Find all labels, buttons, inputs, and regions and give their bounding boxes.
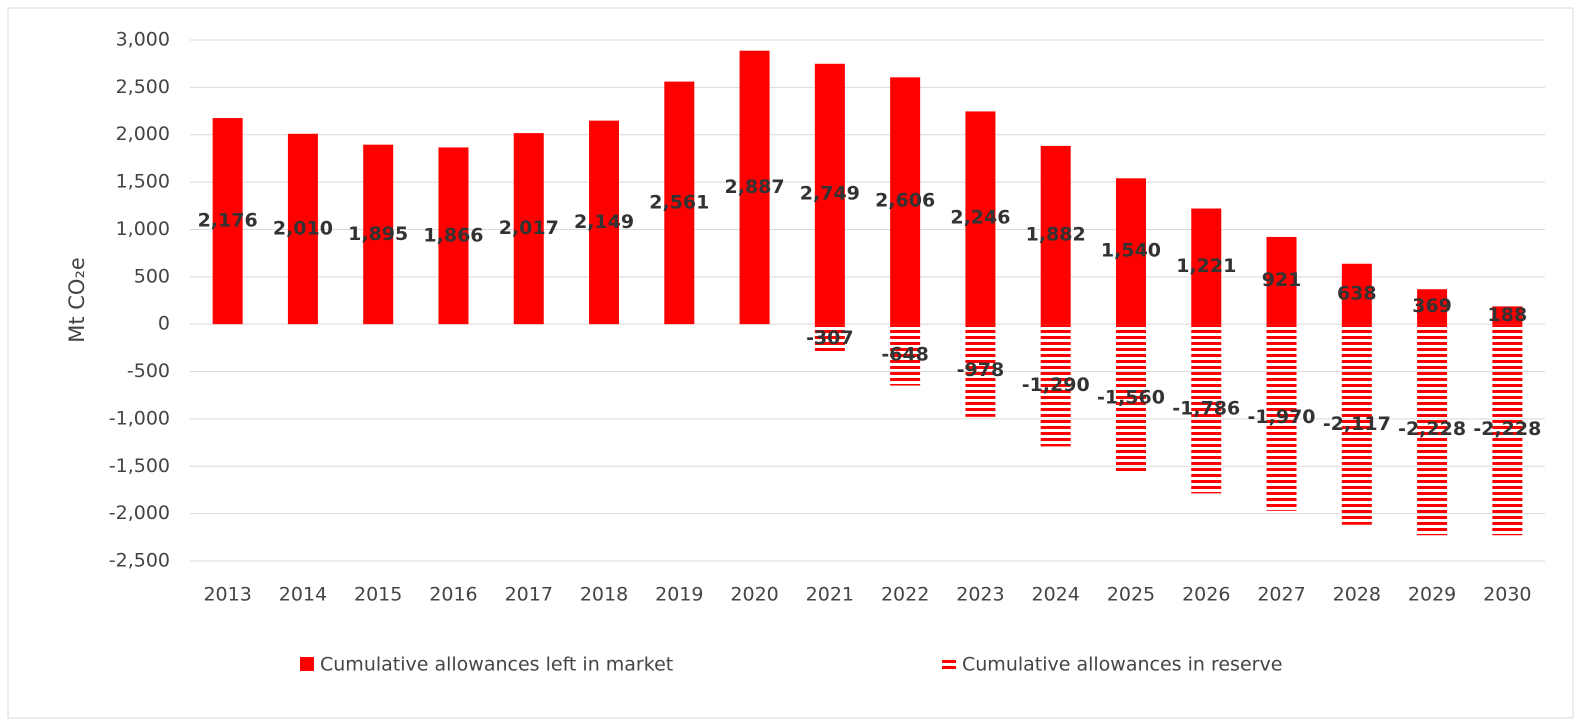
data-label: -2,117 bbox=[1323, 413, 1391, 435]
data-label: 1,882 bbox=[1026, 224, 1086, 246]
x-tick-label: 2029 bbox=[1408, 584, 1456, 606]
bar bbox=[890, 324, 921, 386]
legend-swatch bbox=[942, 657, 956, 671]
y-tick-label: 500 bbox=[134, 265, 170, 287]
bar bbox=[1266, 324, 1297, 511]
bar bbox=[965, 111, 996, 325]
bar bbox=[890, 77, 921, 325]
legend-label: Cumulative allowances in reserve bbox=[962, 654, 1282, 676]
bar bbox=[1492, 306, 1523, 325]
data-label: -1,970 bbox=[1248, 406, 1316, 428]
data-label: 1,895 bbox=[348, 223, 408, 245]
y-tick-label: 1,500 bbox=[116, 171, 170, 193]
data-label: 2,176 bbox=[198, 210, 258, 232]
bar bbox=[1266, 236, 1297, 325]
y-tick-label: -500 bbox=[127, 360, 170, 382]
data-label: -1,290 bbox=[1022, 374, 1090, 396]
y-tick-label: 3,000 bbox=[116, 29, 170, 51]
bar bbox=[438, 147, 469, 325]
bar bbox=[287, 133, 318, 325]
data-label: 369 bbox=[1412, 295, 1452, 317]
x-tick-label: 2014 bbox=[279, 584, 327, 606]
x-tick-label: 2024 bbox=[1032, 584, 1080, 606]
bar bbox=[1492, 324, 1523, 536]
data-label: 1,540 bbox=[1101, 240, 1161, 262]
bar bbox=[212, 118, 243, 325]
bar bbox=[513, 133, 544, 325]
data-label: 2,561 bbox=[649, 191, 709, 213]
y-tick-label: 0 bbox=[158, 313, 170, 335]
bar bbox=[1191, 324, 1222, 494]
data-label: -978 bbox=[957, 359, 1005, 381]
bar bbox=[1191, 208, 1222, 325]
y-tick-label: -1,000 bbox=[109, 407, 170, 429]
data-label: 2,749 bbox=[800, 182, 860, 204]
x-tick-label: 2016 bbox=[429, 584, 477, 606]
x-tick-label: 2019 bbox=[655, 584, 703, 606]
bar bbox=[1115, 324, 1146, 472]
x-tick-label: 2028 bbox=[1333, 584, 1381, 606]
y-axis-label: Mt CO₂e bbox=[65, 257, 89, 343]
x-tick-label: 2022 bbox=[881, 584, 929, 606]
bar bbox=[363, 144, 394, 325]
data-label: 2,246 bbox=[950, 206, 1010, 228]
y-tick-label: -2,500 bbox=[109, 550, 170, 572]
x-tick-label: 2015 bbox=[354, 584, 402, 606]
legend-label: Cumulative allowances left in market bbox=[320, 654, 673, 676]
bar bbox=[589, 120, 620, 325]
data-label: -2,228 bbox=[1473, 418, 1541, 440]
data-label: -1,560 bbox=[1097, 387, 1165, 409]
x-tick-label: 2023 bbox=[956, 584, 1004, 606]
data-label: 1,866 bbox=[423, 224, 483, 246]
data-label: 638 bbox=[1337, 282, 1377, 304]
y-tick-label: 2,000 bbox=[116, 123, 170, 145]
data-label: 188 bbox=[1488, 304, 1528, 326]
y-tick-label: -1,500 bbox=[109, 455, 170, 477]
legend-swatch bbox=[300, 657, 314, 671]
x-tick-label: 2026 bbox=[1182, 584, 1230, 606]
bar bbox=[1040, 145, 1071, 325]
bar bbox=[664, 81, 695, 325]
x-tick-label: 2017 bbox=[505, 584, 553, 606]
x-tick-label: 2018 bbox=[580, 584, 628, 606]
frame bbox=[7, 7, 1574, 719]
y-tick-label: -2,000 bbox=[109, 502, 170, 524]
data-label: 1,221 bbox=[1176, 255, 1236, 277]
bar bbox=[814, 63, 845, 325]
data-label: 2,010 bbox=[273, 217, 333, 239]
data-label: 2,606 bbox=[875, 189, 935, 211]
bar bbox=[1417, 324, 1448, 536]
bar bbox=[1040, 324, 1071, 447]
x-tick-label: 2020 bbox=[730, 584, 778, 606]
bar bbox=[965, 324, 996, 417]
x-tick-label: 2013 bbox=[203, 584, 251, 606]
data-label: 921 bbox=[1262, 269, 1302, 291]
data-label: -648 bbox=[881, 343, 929, 365]
x-tick-label: 2030 bbox=[1483, 584, 1531, 606]
data-label: -307 bbox=[806, 327, 854, 349]
x-tick-label: 2025 bbox=[1107, 584, 1155, 606]
data-label: 2,887 bbox=[725, 176, 785, 198]
y-tick-label: 2,500 bbox=[116, 76, 170, 98]
bar bbox=[1341, 324, 1372, 525]
bar bbox=[1341, 263, 1372, 325]
bar bbox=[1115, 178, 1146, 325]
x-tick-label: 2021 bbox=[806, 584, 854, 606]
bar bbox=[814, 324, 845, 354]
data-label: -2,228 bbox=[1398, 418, 1466, 440]
data-label: 2,017 bbox=[499, 217, 559, 239]
x-tick-label: 2027 bbox=[1257, 584, 1305, 606]
data-label: -1,786 bbox=[1172, 397, 1240, 419]
y-tick-label: 1,000 bbox=[116, 218, 170, 240]
data-label: 2,149 bbox=[574, 211, 634, 233]
bar bbox=[1417, 289, 1448, 325]
bar bbox=[739, 50, 770, 325]
